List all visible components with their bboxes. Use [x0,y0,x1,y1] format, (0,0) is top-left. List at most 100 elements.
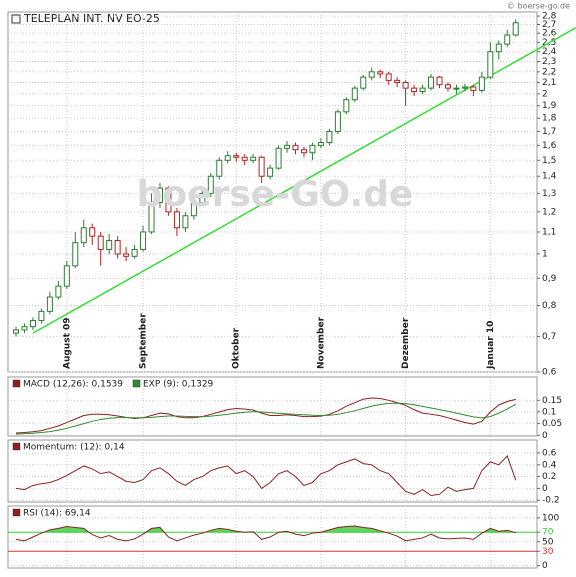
candle-body [21,326,28,331]
candle-body [385,73,392,81]
candle-body [46,296,53,312]
y-tick-label: 1,1 [542,227,556,237]
y-tick-label: 2,8 [542,12,557,22]
y-tick-label: 0 [542,561,548,571]
candle-body [504,34,511,45]
y-tick-label: 1,4 [542,172,557,182]
x-tick-label: September [139,313,149,369]
candle-body [97,235,104,250]
candle-body [250,156,257,161]
y-tick-label: 0.2 [542,472,556,482]
candle-body [199,192,206,203]
candle-body [165,187,172,213]
y-tick-label: 0.6 [542,448,557,458]
y-tick-label: 0.15 [542,396,562,406]
panel-frame [7,505,538,569]
y-tick-label: 2 [542,89,548,99]
candle-body [419,87,426,93]
legend-label: Momentum: (12): 0,14 [23,443,125,453]
candle-body [267,167,274,177]
candle-body [495,43,502,53]
y-tick-label: 0 [542,484,548,494]
candle-body [478,76,485,91]
candle-body [156,187,163,203]
y-tick-label: 30 [542,547,554,557]
y-tick-label: 0,9 [542,274,557,284]
candle-body [72,242,79,267]
candle-body [487,51,494,78]
candle-body [317,142,324,146]
candle-body [334,111,341,132]
candle-body [106,240,113,250]
x-tick-label: Januar 10 [486,321,496,370]
candle-body [207,175,214,194]
candle-body [173,211,180,229]
candle-body [368,71,375,78]
y-tick-label: 1,2 [542,207,556,217]
candle-body [258,156,265,177]
y-tick-label: 2,2 [542,67,556,77]
y-tick-label: 2,7 [542,20,556,30]
candle-body [461,86,468,89]
candle-body [512,22,519,36]
x-tick-label: November [316,316,326,369]
candle-body [402,82,409,89]
indicator-line [15,525,516,542]
candle-body [123,253,130,257]
indicator-line [15,402,516,435]
candle-body [292,144,299,151]
y-tick-label: 0.4 [542,460,557,470]
overbought-fill [43,526,515,533]
y-tick-label: 1 [542,249,548,259]
chart-title: TELEPLAN INT. NV [23,12,123,25]
candle-body [470,86,477,91]
candle-body [233,155,240,158]
y-tick-label: 0,7 [542,332,556,342]
candle-body [216,159,223,177]
y-tick-label: 0,8 [542,301,557,311]
y-tick-label: 0.05 [542,419,562,429]
x-tick-label: Dezember [401,317,411,369]
y-tick-label: 2,3 [542,57,556,67]
candle-body [275,147,282,169]
candle-body [284,144,291,149]
y-tick-label: 70 [542,528,554,538]
indicator-line [15,397,516,434]
candle-body [241,156,248,161]
candle-body [453,87,460,90]
candle-body [131,248,138,257]
candle-body [114,240,121,255]
y-tick-label: 0.6 [542,368,557,378]
candle-body [360,76,367,89]
candle-body [63,265,70,287]
candle-body [29,319,36,328]
legend-swatch [132,379,141,388]
indicator-line [15,455,517,497]
y-tick-label: 2,1 [542,78,556,88]
y-tick-label: 1,3 [542,189,556,199]
legend-swatch [12,442,21,451]
y-tick-label: 1,7 [542,127,556,137]
candle-body [411,87,418,93]
candle-body [148,201,155,233]
y-tick-label: 1,8 [542,114,557,124]
y-tick-label: 50 [542,537,554,547]
candle-body [38,310,45,321]
candle-body [428,76,435,89]
candle-body [309,144,316,154]
y-tick-label: 0 [542,431,548,441]
candle-body [140,231,147,250]
y-tick-label: -0.2 [542,496,560,506]
x-tick-label: August 09 [62,317,72,369]
y-tick-label: 1,9 [542,101,557,111]
y-tick-label: 100 [542,513,559,523]
candle-body [224,155,231,161]
legend-label: RSI (14): 69,14 [23,509,91,519]
candle-body [182,215,189,229]
title-box [11,14,21,24]
candle-body [377,71,384,75]
candle-body [326,130,333,144]
copyright: © boerse-go.de [507,2,570,11]
panel-frame [7,376,538,437]
